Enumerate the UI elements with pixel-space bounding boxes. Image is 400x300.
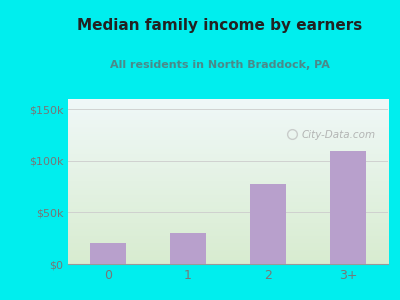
Text: All residents in North Braddock, PA: All residents in North Braddock, PA [110,60,330,70]
Bar [90,243,126,264]
Text: Median family income by earners: Median family income by earners [77,18,363,33]
Text: City-Data.com: City-Data.com [302,130,376,140]
Bar [330,151,366,264]
Bar [250,184,286,264]
Bar [170,233,206,264]
